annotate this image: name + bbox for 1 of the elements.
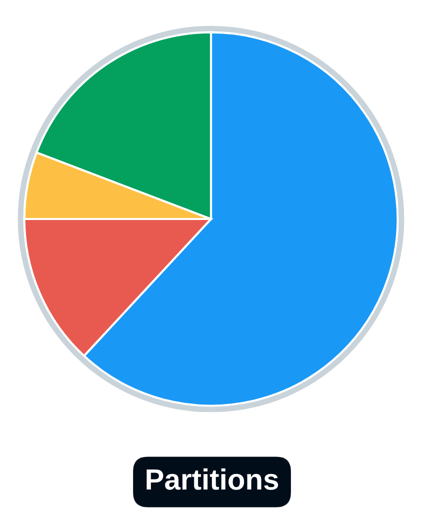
text: Partitions — [146, 468, 278, 490]
